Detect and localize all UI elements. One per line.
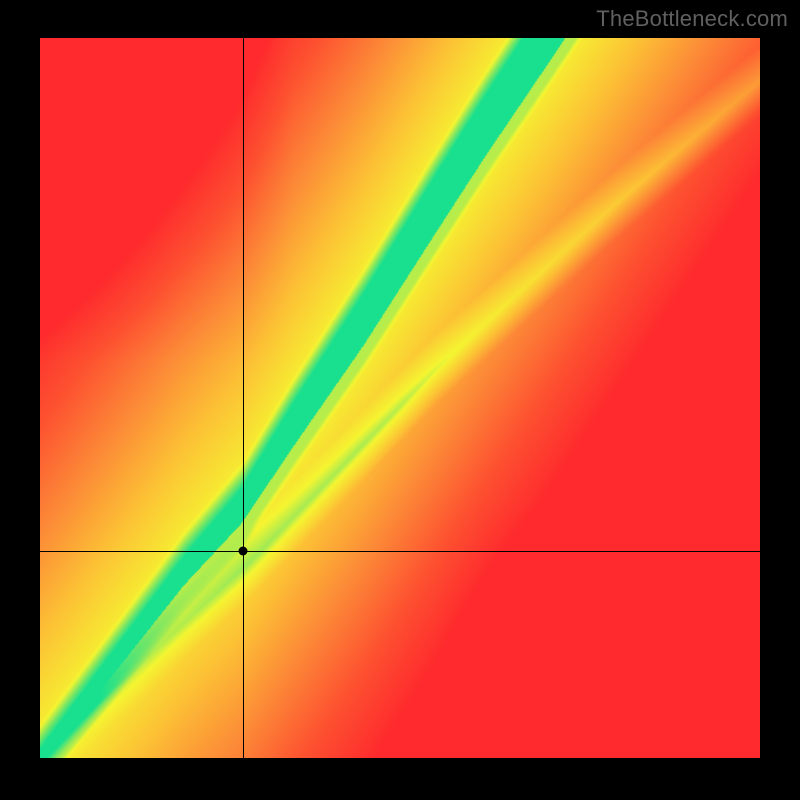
crosshair-horizontal [40, 551, 760, 552]
heatmap-plot [40, 38, 760, 758]
heatmap-canvas [40, 38, 760, 758]
crosshair-vertical [243, 38, 244, 758]
watermark-text: TheBottleneck.com [596, 6, 788, 32]
crosshair-marker [239, 546, 248, 555]
